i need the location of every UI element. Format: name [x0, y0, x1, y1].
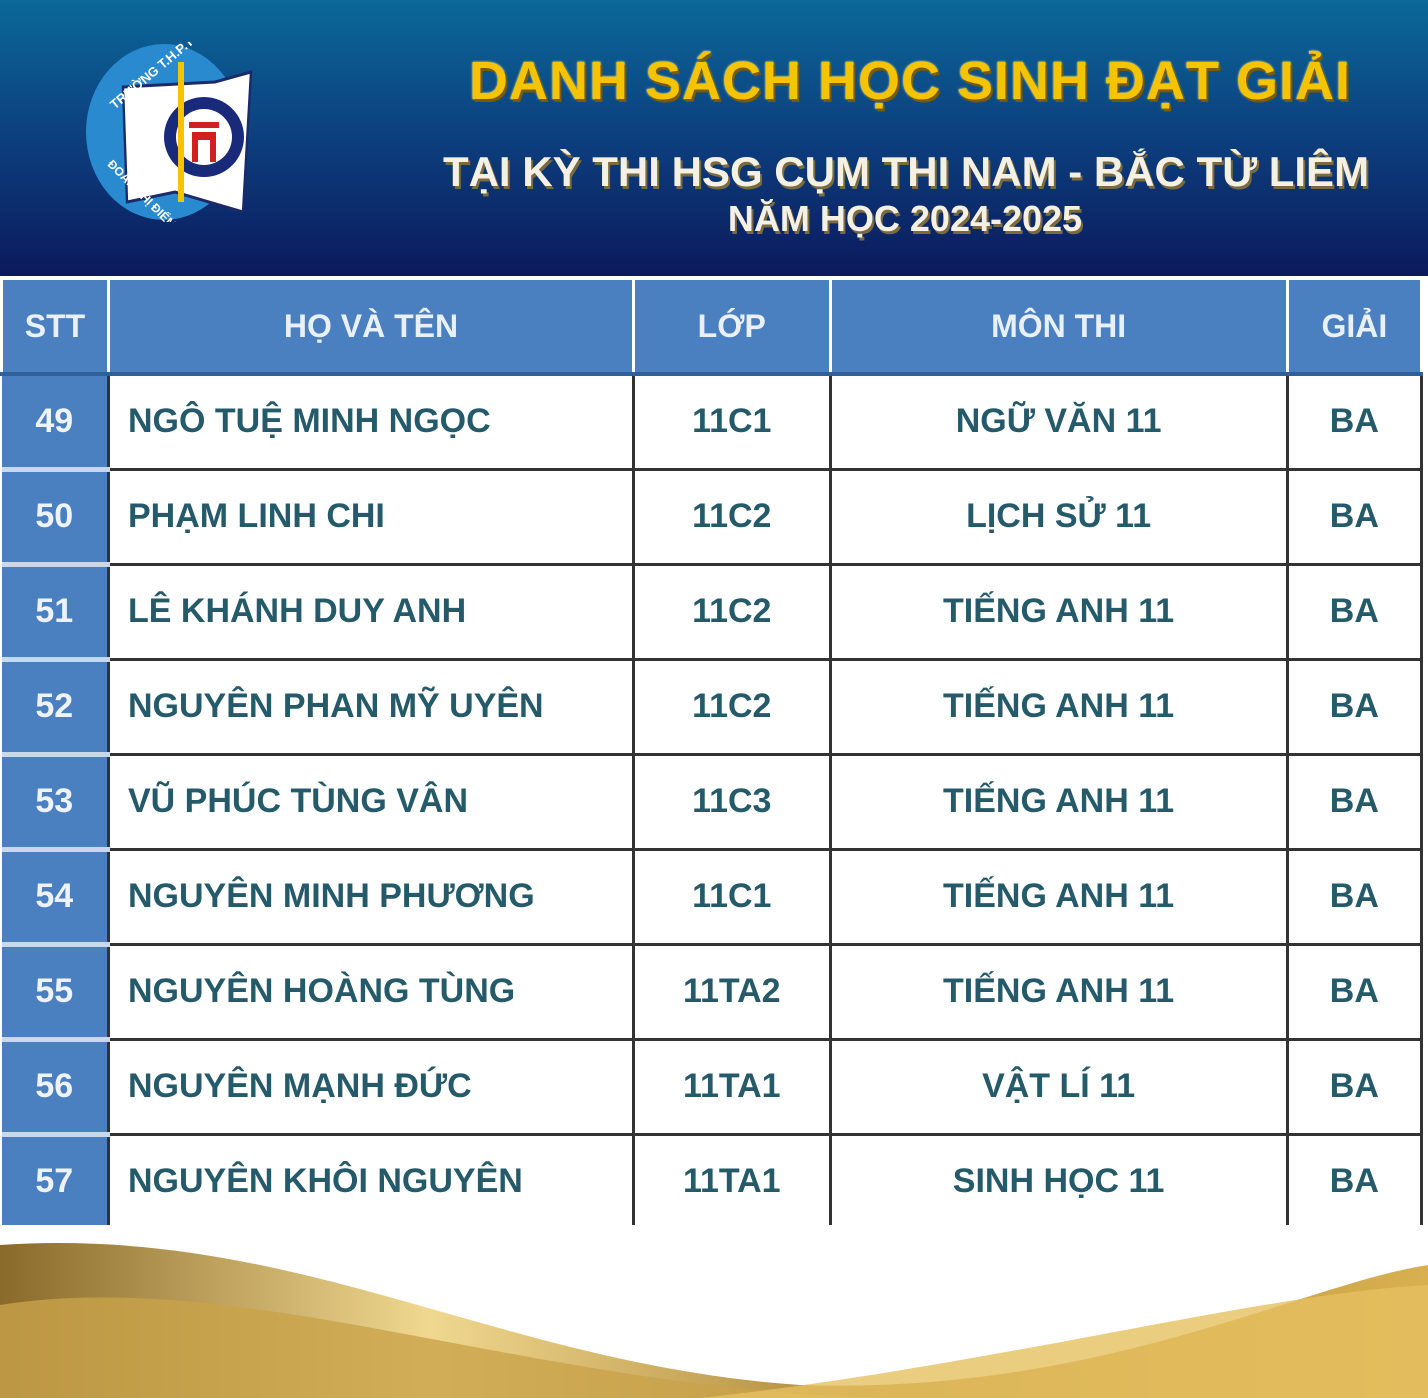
col-subject-cell: TIẾNG ANH 11	[828, 847, 1289, 946]
header-col-stt: STT	[0, 280, 110, 376]
school-logo: TRƯỜNG T.H.P.T ĐOÀN THỊ ĐIỂM	[86, 42, 253, 222]
col-stt-cell: 54	[1, 849, 109, 947]
col-subject-cell: NGỮ VĂN 11	[828, 372, 1289, 471]
table-row: 55 NGUYÊN HOÀNG TÙNG 11TA2 TIẾNG ANH 11 BA	[1, 942, 1424, 1042]
col-stt-cell: 55	[1, 944, 109, 1042]
col-subject-cell: TIẾNG ANH 11	[828, 752, 1289, 851]
table-row: 49 NGÔ TUỆ MINH NGỌC 11C1 NGỮ VĂN 11 BA	[1, 372, 1424, 472]
col-name-cell: NGUYÊN PHAN MỸ UYÊN	[107, 657, 635, 756]
col-class-cell: 11TA1	[632, 1037, 832, 1136]
col-class-cell: 11TA2	[632, 942, 832, 1041]
col-name-cell: NGUYÊN HOÀNG TÙNG	[107, 942, 635, 1041]
school-year: NĂM HỌC 2024-2025	[727, 198, 1083, 239]
col-class-cell: 11C2	[632, 562, 832, 661]
col-class-cell: 11C2	[632, 467, 832, 566]
col-award-cell: BA	[1285, 562, 1424, 661]
col-stt-cell: 57	[1, 1134, 109, 1232]
col-class-cell: 11TA1	[632, 1132, 832, 1231]
col-stt-cell: 50	[1, 469, 109, 567]
col-award-cell: BA	[1285, 752, 1424, 851]
col-award-cell: BA	[1285, 942, 1424, 1041]
col-award-cell: BA	[1285, 1132, 1424, 1231]
col-name-cell: NGÔ TUỆ MINH NGỌC	[107, 372, 635, 471]
col-stt-cell: 49	[1, 374, 109, 472]
col-stt-cell: 53	[1, 754, 109, 852]
table-row: 51 LÊ KHÁNH DUY ANH 11C2 TIẾNG ANH 11 BA	[1, 562, 1424, 662]
col-class-cell: 11C2	[632, 657, 832, 756]
col-stt-cell: 56	[1, 1039, 109, 1137]
col-stt-cell: 51	[1, 564, 109, 662]
col-name-cell: NGUYÊN MẠNH ĐỨC	[107, 1037, 635, 1136]
header-col-name: HỌ VÀ TÊN	[107, 280, 635, 376]
col-award-cell: BA	[1285, 657, 1424, 756]
title: DANH SÁCH HỌC SINH ĐẠT GIẢI	[468, 51, 1351, 111]
col-name-cell: NGUYÊN MINH PHƯƠNG	[107, 847, 635, 946]
col-class-cell: 11C1	[632, 372, 832, 471]
col-name-cell: PHẠM LINH CHI	[107, 467, 635, 566]
col-subject-cell: TIẾNG ANH 11	[828, 942, 1289, 1041]
col-name-cell: VŨ PHÚC TÙNG VÂN	[107, 752, 635, 851]
table-row: 56 NGUYÊN MẠNH ĐỨC 11TA1 VẬT LÍ 11 BA	[1, 1037, 1424, 1137]
col-award-cell: BA	[1285, 372, 1424, 471]
col-subject-cell: VẬT LÍ 11	[828, 1037, 1289, 1136]
col-award-cell: BA	[1285, 467, 1424, 566]
col-subject-cell: SINH HỌC 11	[828, 1132, 1289, 1231]
banner: TRƯỜNG T.H.P.T ĐOÀN THỊ ĐIỂM DANH SÁCH H…	[0, 0, 1428, 276]
col-name-cell: LÊ KHÁNH DUY ANH	[107, 562, 635, 661]
subtitle: TẠI KỲ THI HSG CỤM THI NAM - BẮC TỪ LIÊM	[442, 148, 1370, 195]
col-award-cell: BA	[1285, 1037, 1424, 1136]
table-row: 54 NGUYÊN MINH PHƯƠNG 11C1 TIẾNG ANH 11 BA	[1, 847, 1424, 947]
col-stt-cell: 52	[1, 659, 109, 757]
col-subject-cell: TIẾNG ANH 11	[828, 562, 1289, 661]
col-name-cell: NGUYÊN KHÔI NGUYÊN	[107, 1132, 635, 1231]
col-class-cell: 11C3	[632, 752, 832, 851]
header-col-class: LỚP	[632, 280, 832, 376]
awards-table: STT HỌ VÀ TÊN LỚP MÔN THI GIẢI 49 NGÔ TUỆ MIN…	[0, 280, 1424, 1232]
table-row: 57 NGUYÊN KHÔI NGUYÊN 11TA1 SINH HỌC 11 BA	[1, 1132, 1424, 1232]
table-row: 53 VŨ PHÚC TÙNG VÂN 11C3 TIẾNG ANH 11 BA	[1, 752, 1424, 852]
header-col-subject: MÔN THI	[828, 280, 1289, 376]
col-award-cell: BA	[1285, 847, 1424, 946]
table-row: 52 NGUYÊN PHAN MỸ UYÊN 11C2 TIẾNG ANH 11 BA	[1, 657, 1424, 757]
gold-wave-decoration	[0, 1225, 1428, 1398]
table-row: 50 PHẠM LINH CHI 11C2 LỊCH SỬ 11 BA	[1, 467, 1424, 567]
col-subject-cell: LỊCH SỬ 11	[828, 467, 1289, 566]
col-subject-cell: TIẾNG ANH 11	[828, 657, 1289, 756]
header-col-award: GIẢI	[1285, 280, 1424, 376]
col-class-cell: 11C1	[632, 847, 832, 946]
